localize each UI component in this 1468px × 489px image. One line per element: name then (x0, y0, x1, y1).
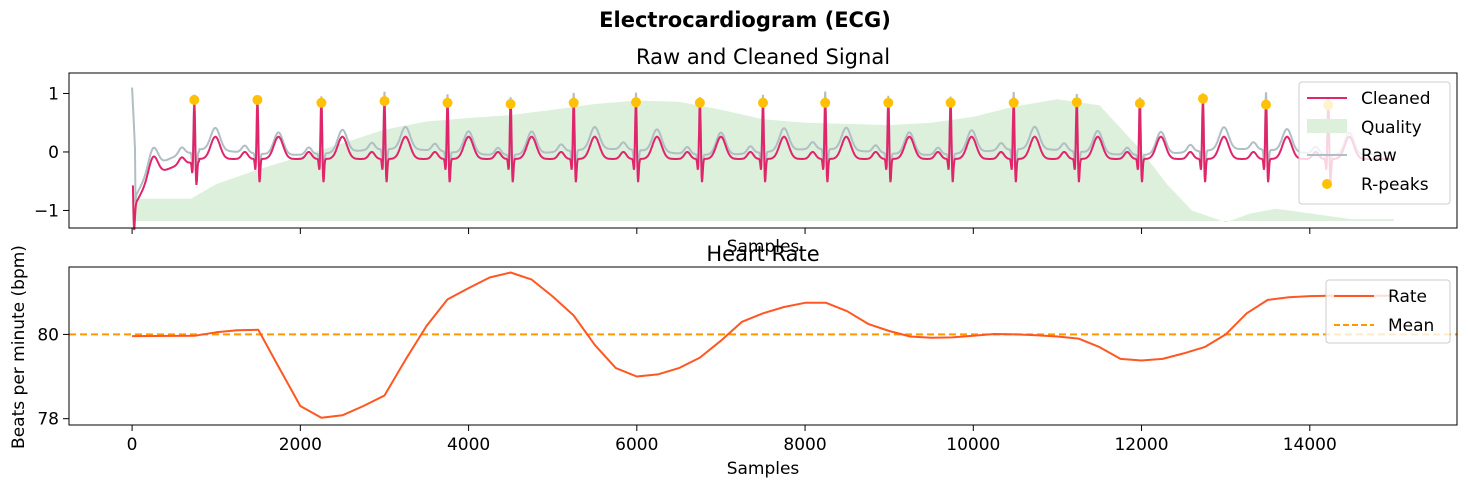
y-tick-label: 78 (37, 410, 59, 430)
rpeaks-group (189, 93, 1334, 111)
rate-legend: Rate Mean (1325, 279, 1451, 344)
rpeak-point (189, 94, 200, 105)
x-tick-label: 10000 (946, 435, 1000, 455)
rate-x-ticks: 0 2000 4000 6000 8000 10000 12000 14000 (127, 425, 1337, 455)
cleaned-line-group (131, 101, 1394, 231)
x-tick-label: 2000 (279, 435, 322, 455)
signal-panel-frame (68, 72, 1458, 229)
legend-label-cleaned: Cleaned (1361, 89, 1431, 109)
rpeak-point (945, 97, 956, 108)
signal-panel-title: Raw and Cleaned Signal (636, 45, 890, 69)
raw-line-group (131, 87, 1395, 202)
rpeak-point (442, 97, 453, 108)
signal-x-ticks (131, 228, 1311, 234)
figure-title: Electrocardiogram (ECG) (599, 8, 891, 32)
x-tick-label: 4000 (447, 435, 490, 455)
y-tick-label: 0 (48, 143, 59, 163)
heart-rate-panel-frame (68, 266, 1458, 426)
x-tick-label: 12000 (1114, 435, 1168, 455)
x-tick-label: 14000 (1283, 435, 1337, 455)
rpeak-point (1008, 97, 1019, 108)
legend-label-quality: Quality (1361, 118, 1422, 138)
signal-y-ticks: −1 0 1 (34, 84, 69, 221)
rate-y-axis-label: Beats per minute (bpm) (9, 245, 29, 449)
rpeak-point (1071, 97, 1082, 108)
legend-label-rpeaks: R-peaks (1361, 175, 1429, 195)
x-tick-label: 0 (127, 435, 138, 455)
signal-legend: Cleaned Quality Raw R-peaks (1298, 81, 1451, 205)
x-tick-label: 6000 (615, 435, 658, 455)
rpeak-point (883, 97, 894, 108)
heart-rate-panel-title: Heart Rate (706, 242, 819, 266)
rpeak-point (379, 96, 390, 107)
rpeak-point (1198, 93, 1208, 104)
rate-x-axis-label: Samples (727, 459, 800, 479)
x-tick-label: 8000 (783, 435, 826, 455)
rpeak-point (1134, 98, 1145, 109)
rpeak-point (631, 97, 641, 108)
heart-rate-line (132, 271, 1394, 419)
rpeak-point (694, 97, 705, 108)
rpeak-point (316, 97, 327, 108)
rate-line-group (69, 271, 1457, 419)
legend-swatch-quality (1307, 119, 1347, 133)
cleaned-signal-line (131, 101, 1394, 231)
signal-panel: Raw and Cleaned Signal −1 0 1 Samples Clea… (34, 45, 1458, 257)
y-tick-label: 1 (48, 84, 59, 104)
raw-signal-line (131, 87, 1395, 202)
heart-rate-panel: Heart Rate 78 80 0 2000 4000 6000 8000 10000 12… (37, 242, 1458, 479)
rpeak-point (505, 99, 516, 109)
legend-swatch-rpeaks (1322, 179, 1332, 189)
legend-label-raw: Raw (1361, 146, 1397, 166)
y-tick-label: 80 (37, 325, 59, 345)
rpeak-point (1261, 99, 1271, 110)
legend-label-mean: Mean (1388, 316, 1434, 336)
rate-y-ticks: 78 80 (37, 325, 69, 430)
rpeak-point (758, 97, 768, 108)
rpeak-point (252, 94, 263, 105)
legend-label-rate: Rate (1388, 287, 1427, 307)
signal-legend-box (1298, 81, 1451, 205)
y-tick-label: −1 (34, 201, 59, 221)
signal-x-axis-label: Samples (727, 237, 800, 257)
rpeak-point (568, 97, 579, 108)
rpeak-point (820, 97, 831, 108)
